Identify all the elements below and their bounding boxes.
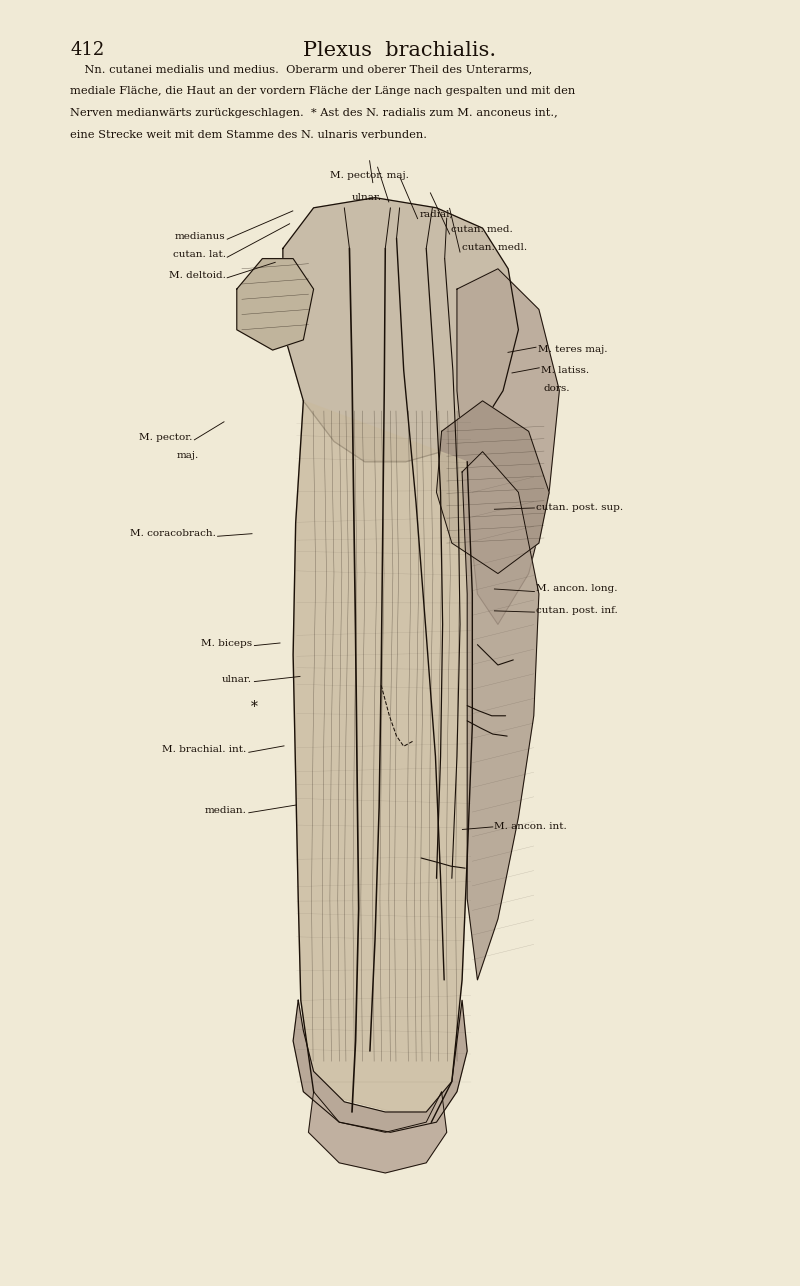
Text: cutan. medl.: cutan. medl. bbox=[462, 243, 526, 252]
Text: Plexus  brachialis.: Plexus brachialis. bbox=[303, 41, 497, 60]
Text: dors.: dors. bbox=[544, 385, 570, 392]
Text: cutan. med.: cutan. med. bbox=[451, 225, 513, 234]
Text: M. ancon. long.: M. ancon. long. bbox=[536, 585, 618, 593]
Text: maj.: maj. bbox=[176, 451, 198, 459]
Text: M. pector. maj.: M. pector. maj. bbox=[330, 171, 409, 180]
Text: M. ancon. int.: M. ancon. int. bbox=[494, 823, 567, 831]
Text: 412: 412 bbox=[70, 41, 105, 59]
Text: Nn. cutanei medialis und medius.  Oberarm und oberer Theil des Unterarms,: Nn. cutanei medialis und medius. Oberarm… bbox=[70, 64, 533, 75]
Text: cutan. post. inf.: cutan. post. inf. bbox=[536, 607, 618, 615]
Text: radial,: radial, bbox=[419, 210, 453, 219]
Polygon shape bbox=[462, 451, 539, 980]
Text: cutan. lat.: cutan. lat. bbox=[173, 251, 226, 258]
Text: median.: median. bbox=[205, 806, 246, 814]
Text: eine Strecke weit mit dem Stamme des N. ulnaris verbunden.: eine Strecke weit mit dem Stamme des N. … bbox=[70, 130, 427, 140]
Polygon shape bbox=[283, 198, 518, 462]
Text: *: * bbox=[250, 701, 258, 714]
Text: M. deltoid.: M. deltoid. bbox=[169, 271, 226, 279]
Text: M. latiss.: M. latiss. bbox=[541, 367, 589, 374]
Text: M. pector.: M. pector. bbox=[138, 433, 192, 441]
Text: Nerven medianwärts zurückgeschlagen.  * Ast des N. radialis zum M. anconeus int.: Nerven medianwärts zurückgeschlagen. * A… bbox=[70, 108, 558, 118]
Polygon shape bbox=[293, 401, 472, 1123]
Text: ulnar.: ulnar. bbox=[222, 675, 252, 683]
Polygon shape bbox=[293, 1001, 467, 1132]
Text: M. teres maj.: M. teres maj. bbox=[538, 346, 607, 354]
Polygon shape bbox=[457, 269, 559, 624]
Text: M. brachial. int.: M. brachial. int. bbox=[162, 746, 246, 754]
Polygon shape bbox=[437, 401, 549, 574]
Text: cutan. post. sup.: cutan. post. sup. bbox=[536, 504, 623, 512]
Text: M. biceps: M. biceps bbox=[201, 639, 252, 647]
Text: M. coracobrach.: M. coracobrach. bbox=[130, 530, 216, 538]
Text: medianus: medianus bbox=[175, 233, 226, 240]
Polygon shape bbox=[237, 258, 314, 350]
Text: mediale Fläche, die Haut an der vordern Fläche der Länge nach gespalten und mit : mediale Fläche, die Haut an der vordern … bbox=[70, 86, 576, 96]
Text: ulnar.: ulnar. bbox=[351, 193, 382, 202]
Polygon shape bbox=[309, 1092, 446, 1173]
